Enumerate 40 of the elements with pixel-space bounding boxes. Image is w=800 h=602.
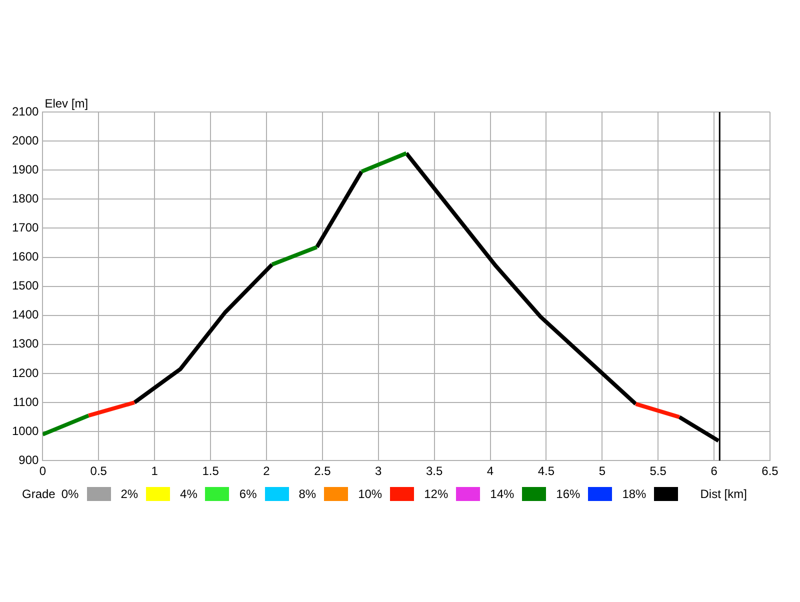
- y-tick-label: 1900: [12, 162, 40, 176]
- x-tick-label: 1: [151, 464, 158, 478]
- y-tick-label: 2100: [12, 104, 40, 118]
- x-tick-label: 0.5: [90, 464, 108, 478]
- legend-title: Grade: [22, 487, 56, 501]
- x-tick-label: 0: [39, 464, 46, 478]
- x-tick-label: 6: [710, 464, 718, 478]
- y-tick-label: 1200: [12, 366, 40, 380]
- legend-label: 8%: [298, 487, 316, 501]
- x-tick-label: 6.5: [762, 464, 779, 478]
- legend-label: 4%: [180, 487, 198, 501]
- x-tick-label: 4: [486, 464, 494, 478]
- x-tick-label: 4.5: [538, 464, 555, 478]
- legend-label: 18%: [622, 487, 646, 501]
- y-tick-label: 1700: [12, 220, 40, 235]
- y-tick-label: 1600: [12, 250, 40, 264]
- x-tick-label: 2: [263, 464, 270, 478]
- y-tick-label: 2000: [12, 133, 40, 148]
- legend-label: 6%: [239, 487, 257, 501]
- y-tick-label: 1000: [12, 424, 40, 438]
- x-tick-label: 3.5: [426, 464, 443, 478]
- legend-label: 12%: [424, 487, 448, 501]
- legend-label: 16%: [556, 487, 580, 501]
- y-tick-label: 1400: [12, 308, 40, 322]
- x-tick-label: 5: [598, 464, 606, 478]
- x-axis-title: Dist [km]: [700, 487, 747, 501]
- x-tick-label: 3: [375, 464, 382, 478]
- x-tick-label: 1.5: [202, 464, 220, 478]
- legend-label: 10%: [358, 487, 382, 501]
- legend-label: 2%: [120, 487, 138, 501]
- y-axis-title: Elev [m]: [44, 96, 88, 110]
- y-tick-label: 1800: [12, 191, 40, 206]
- y-tick-label: 1500: [12, 278, 40, 293]
- y-tick-label: 900: [18, 452, 40, 467]
- legend-label: 0%: [61, 487, 79, 501]
- x-tick-label: 5.5: [650, 464, 667, 478]
- y-tick-label: 1100: [12, 394, 40, 409]
- legend-label: 14%: [490, 487, 514, 501]
- x-tick-label: 2.5: [314, 464, 332, 478]
- y-tick-label: 1300: [12, 336, 40, 351]
